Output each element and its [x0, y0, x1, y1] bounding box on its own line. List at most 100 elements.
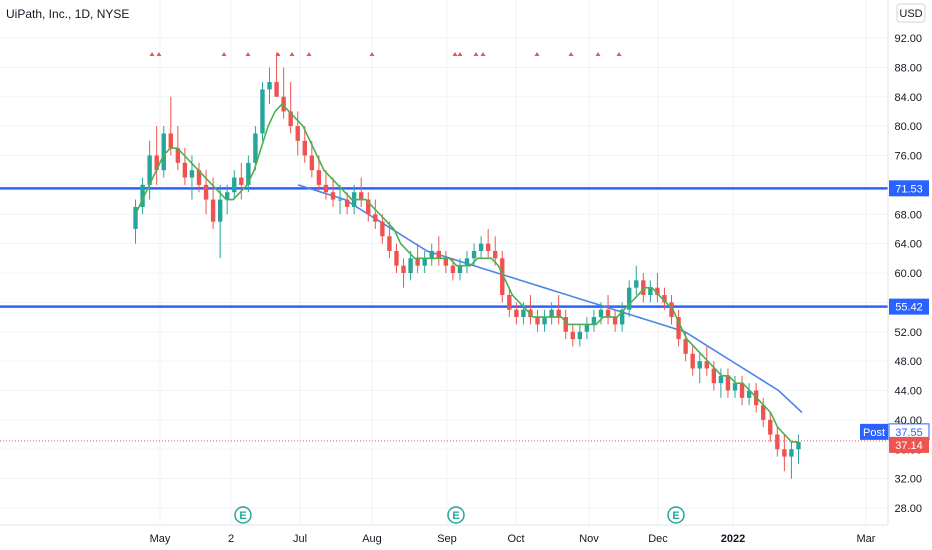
- x-tick-label: May: [150, 533, 171, 545]
- candle-body: [725, 375, 731, 391]
- earnings-label: E: [239, 510, 246, 522]
- candle-body: [704, 361, 709, 369]
- candle-body: [457, 265, 463, 273]
- level-tag-label: 71.53: [895, 183, 923, 195]
- candle-body: [366, 199, 371, 215]
- candle-body: [500, 258, 505, 296]
- candle-body: [739, 383, 745, 398]
- post-price-label: 37.55: [895, 427, 923, 439]
- earnings-circle: [667, 506, 685, 524]
- y-tick-label: 64.00: [894, 239, 922, 251]
- candle-body: [535, 317, 540, 325]
- candle-body: [394, 250, 399, 266]
- candle-body: [182, 162, 188, 178]
- candle-body: [260, 89, 265, 134]
- last-price-tag: [889, 436, 929, 453]
- candle-body: [796, 441, 801, 450]
- candle-body: [415, 258, 420, 266]
- candle-body: [429, 250, 434, 259]
- candle-body: [471, 250, 477, 259]
- y-tick-label: 80.00: [894, 121, 922, 133]
- currency-label: USD: [899, 8, 922, 20]
- level-tag: [889, 180, 929, 197]
- event-marker: [306, 52, 312, 56]
- currency-button[interactable]: USD: [896, 3, 926, 23]
- candle-body: [732, 383, 738, 391]
- post-badge: [860, 423, 888, 440]
- candle-body: [443, 258, 449, 266]
- candle-body: [450, 265, 456, 273]
- event-marker: [534, 52, 540, 56]
- y-tick-label: 52.00: [894, 327, 922, 339]
- candle-body: [288, 111, 293, 127]
- candle-body: [203, 184, 209, 200]
- candle-body: [605, 309, 611, 318]
- candle-body: [690, 353, 695, 369]
- candle-body: [161, 133, 166, 171]
- y-tick-label: 88.00: [894, 62, 922, 74]
- candle-body: [591, 317, 597, 325]
- horizontal-levels[interactable]: [0, 187, 888, 308]
- post-label: Post: [863, 427, 885, 439]
- candle-body: [655, 287, 660, 296]
- x-tick-label: Aug: [362, 533, 382, 545]
- event-marker: [245, 52, 251, 56]
- y-tick-label: 28.00: [894, 503, 922, 515]
- candle-body: [359, 192, 364, 200]
- candle-body: [175, 148, 181, 163]
- candle-body: [619, 309, 625, 325]
- event-marker: [473, 52, 479, 56]
- earnings-marker[interactable]: E: [447, 506, 465, 524]
- earnings-marker[interactable]: E: [234, 506, 252, 524]
- candle-body: [612, 317, 618, 325]
- x-tick-label: Dec: [648, 533, 668, 545]
- event-marker: [369, 52, 375, 56]
- candle-body: [140, 184, 145, 207]
- candle-body: [387, 236, 392, 251]
- candle-body: [641, 280, 646, 296]
- candle-body: [697, 361, 702, 369]
- candle-body: [344, 199, 350, 207]
- x-tick-label: Oct: [507, 533, 524, 545]
- candle-body: [196, 170, 202, 185]
- candle-body: [133, 206, 138, 229]
- event-marker: [480, 52, 486, 56]
- time-scale[interactable]: May 2 Jul Aug Sep Oct Nov Dec 2022 Mar: [0, 524, 888, 545]
- earnings-circle: [234, 506, 252, 524]
- candle-body: [746, 390, 752, 398]
- event-marker: [595, 52, 601, 56]
- level-tag-label: 55.42: [895, 302, 923, 314]
- candle-body: [584, 324, 590, 332]
- candle-body: [380, 221, 385, 237]
- candle-body: [662, 295, 667, 303]
- candle-body: [761, 405, 766, 420]
- candle-body: [168, 133, 173, 149]
- candle-body: [676, 317, 681, 340]
- x-tick-label: Jul: [293, 533, 307, 545]
- x-tick-label: 2: [228, 533, 234, 545]
- event-marker: [149, 52, 155, 56]
- candle-body: [549, 309, 554, 318]
- candle-body: [627, 287, 632, 310]
- candle-body: [683, 339, 688, 354]
- candle-body: [274, 82, 279, 97]
- earnings-circle: [447, 506, 465, 524]
- y-tick-label: 44.00: [894, 386, 922, 398]
- event-marker: [275, 52, 281, 56]
- event-markers: [149, 52, 622, 56]
- candle-body: [493, 250, 498, 259]
- event-marker: [221, 52, 227, 56]
- y-tick-label: 84.00: [894, 92, 922, 104]
- x-tick-labels: May 2 Jul Aug Sep Oct Nov Dec 2022 Mar: [150, 533, 876, 545]
- earnings-marker[interactable]: E: [667, 506, 685, 524]
- candle-body: [521, 309, 526, 318]
- candle-body: [225, 192, 230, 200]
- candle-body: [711, 368, 717, 384]
- candle-body: [246, 162, 251, 185]
- y-tick-label: 92.00: [894, 33, 922, 45]
- candle-body: [337, 199, 343, 201]
- candle-body: [542, 317, 547, 325]
- event-marker: [457, 52, 463, 56]
